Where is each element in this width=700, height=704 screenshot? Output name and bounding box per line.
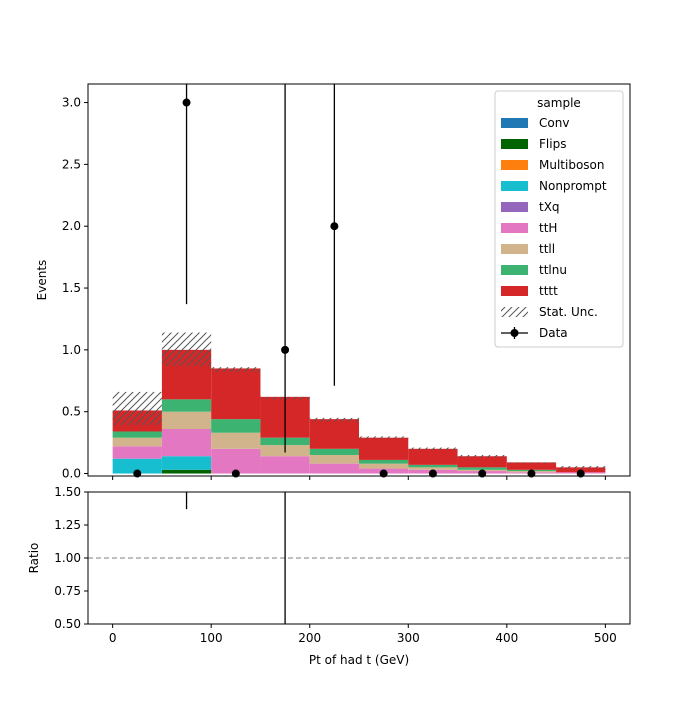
bar-ttll xyxy=(359,463,409,469)
legend-label: tXq xyxy=(539,200,560,214)
stat-unc-band xyxy=(211,367,261,373)
legend-swatch xyxy=(501,265,528,275)
stat-unc-band xyxy=(359,436,409,439)
ratio-y-tick-label: 1.25 xyxy=(54,518,81,532)
x-tick-label: 400 xyxy=(495,631,518,645)
legend-data-marker xyxy=(510,329,519,337)
x-tick-label: 500 xyxy=(594,631,617,645)
legend-label: tttt xyxy=(539,284,558,298)
legend-swatch xyxy=(501,160,528,170)
bar-ttll xyxy=(211,432,261,449)
y-tick-label: 1.0 xyxy=(62,343,81,357)
bar-tttt xyxy=(359,437,409,460)
legend-box xyxy=(494,90,624,348)
stat-unc-band xyxy=(506,462,557,464)
stat-unc-band xyxy=(161,332,212,366)
data-point xyxy=(330,222,339,231)
x-tick-label: 100 xyxy=(200,631,223,645)
bar-tth xyxy=(260,456,310,474)
bar-nonprompt xyxy=(161,456,212,470)
y-tick-label: 1.5 xyxy=(62,281,81,295)
bar-tttt xyxy=(457,456,507,468)
bar-ttll xyxy=(408,467,458,470)
bar-ttlnu xyxy=(457,467,507,470)
stat-unc-band xyxy=(457,454,507,458)
legend-label: Flips xyxy=(539,137,566,151)
legend: sample Conv Flips Multiboson Nonprompt tXq ttH… xyxy=(494,90,624,348)
y-tick-label: 0.5 xyxy=(62,405,81,419)
bar-tth xyxy=(112,446,162,459)
bar-ttlnu xyxy=(161,399,212,412)
stat-unc-band xyxy=(408,447,458,451)
legend-swatch xyxy=(501,202,528,212)
y-axis-label: Events xyxy=(35,260,49,301)
bar-ttll xyxy=(161,411,212,430)
data-point xyxy=(182,98,191,107)
legend-label: Stat. Unc. xyxy=(539,305,598,319)
legend-swatch xyxy=(501,286,528,296)
bar-tttt xyxy=(309,419,359,449)
y-tick-label: 2.0 xyxy=(62,219,81,233)
bar-tttt xyxy=(211,368,261,420)
bar-tttt xyxy=(408,448,458,465)
bar-ttll xyxy=(309,454,359,464)
bar-tth xyxy=(309,463,359,474)
legend-label: Data xyxy=(539,326,568,340)
bar-ttlnu xyxy=(359,459,409,464)
main-plot-frame xyxy=(87,83,631,477)
bar-tth xyxy=(161,429,212,457)
legend-label: ttH xyxy=(539,221,557,235)
bar-ttll xyxy=(112,437,162,447)
legend-swatch-unc xyxy=(501,307,528,317)
bar-ttlnu xyxy=(112,431,162,438)
bar-tttt xyxy=(506,462,557,470)
ratio-y-tick-label: 0.75 xyxy=(54,584,81,598)
ratio-y-axis-label: Ratio xyxy=(27,543,41,574)
y-tick-label: 0.0 xyxy=(62,467,81,481)
ratio-panel: 0.50 0.75 1.00 1.25 1.50 0 100 200 300 400 500 Pt o… xyxy=(27,485,631,667)
legend-swatch xyxy=(501,181,528,191)
stat-unc-band xyxy=(556,466,606,469)
bar-ttlnu xyxy=(408,464,458,468)
bar-flips xyxy=(161,469,212,474)
y-tick-label: 3.0 xyxy=(62,96,81,110)
bar-tth xyxy=(211,448,261,474)
stat-unc-band xyxy=(112,391,162,426)
ratio-y-tick-label: 0.50 xyxy=(54,617,81,631)
legend-label: Multiboson xyxy=(539,158,605,172)
legend-label: Conv xyxy=(539,116,569,130)
legend-label: ttlnu xyxy=(539,263,567,277)
ratio-y-tick-label: 1.50 xyxy=(54,485,81,499)
legend-title: sample xyxy=(537,96,581,110)
legend-swatch xyxy=(501,244,528,254)
bar-ttlnu xyxy=(211,419,261,433)
legend-label: ttll xyxy=(539,242,555,256)
legend-swatch xyxy=(501,223,528,233)
bar-ttlnu xyxy=(309,448,359,455)
legend-swatch xyxy=(501,118,528,128)
x-tick-label: 300 xyxy=(397,631,420,645)
ratio-y-tick-label: 1.00 xyxy=(54,551,81,565)
legend-swatch xyxy=(501,139,528,149)
x-tick-label: 0 xyxy=(109,631,117,645)
y-tick-label: 2.5 xyxy=(62,157,81,171)
x-tick-label: 200 xyxy=(298,631,321,645)
legend-label: Nonprompt xyxy=(539,179,607,193)
data-point xyxy=(281,345,290,354)
stat-unc-band xyxy=(309,417,359,422)
bar-nonprompt xyxy=(112,458,162,474)
x-axis-label: Pt of had t (GeV) xyxy=(309,653,409,667)
